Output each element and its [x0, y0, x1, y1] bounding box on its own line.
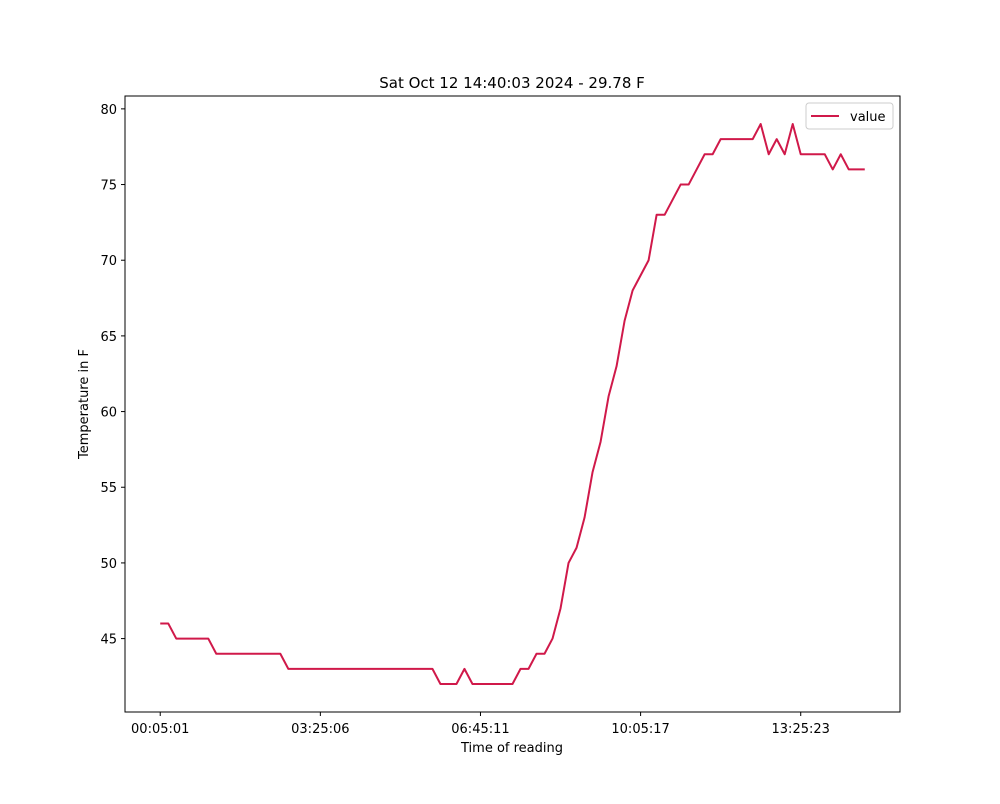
y-axis-label: Temperature in F: [77, 349, 92, 460]
x-tick-label: 10:05:17: [611, 722, 669, 737]
legend-label: value: [850, 110, 886, 125]
axes-frame: [124, 95, 901, 713]
y-tick-label: 65: [100, 330, 117, 345]
y-tick-label: 55: [100, 481, 117, 496]
y-tick-label: 50: [100, 557, 117, 572]
chart-title: Sat Oct 12 14:40:03 2024 - 29.78 F: [379, 74, 645, 92]
x-tick-label: 13:25:23: [772, 722, 830, 737]
x-tick-label: 03:25:06: [291, 722, 349, 737]
y-tick-label: 45: [100, 633, 117, 648]
legend-box: [805, 102, 894, 130]
x-axis-label: Time of reading: [460, 741, 563, 756]
y-tick-label: 80: [100, 103, 117, 118]
line-series: [160, 123, 865, 685]
x-tick-label: 06:45:11: [451, 722, 509, 737]
x-tick-label: 00:05:01: [131, 722, 189, 737]
y-tick-label: 60: [100, 406, 117, 421]
y-tick-label: 75: [100, 179, 117, 194]
y-tick-label: 70: [100, 254, 117, 269]
